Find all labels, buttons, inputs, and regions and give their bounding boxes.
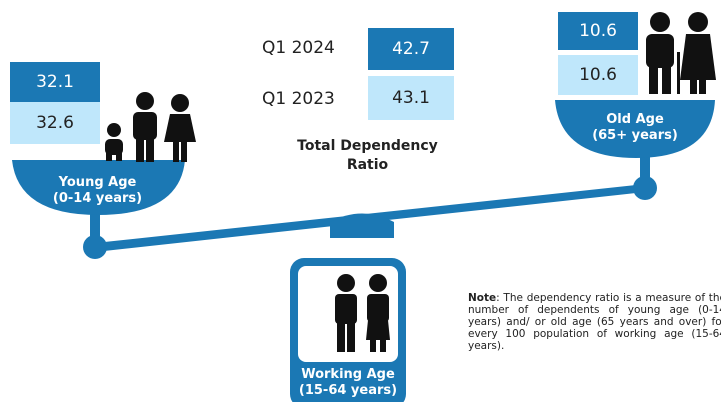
icon-shape [347,322,355,352]
icon-shape [370,338,376,352]
icon-shape [366,320,390,340]
row-label: Q1 2024 [262,38,335,58]
old-value: 10.6 [558,12,638,50]
young-bowl [12,160,185,215]
caption-line: Ratio [346,157,389,173]
working-label: Working Age (15-64 years) [290,367,406,399]
icon-shape [662,66,671,94]
icon-shape [335,294,357,324]
young-value: 32.1 [10,62,100,102]
caption-line: Total Dependency [297,138,438,154]
icon-shape [677,52,680,94]
label: Old Age [606,112,664,127]
icon-shape [649,66,658,94]
row-label: Q1 2023 [262,89,335,109]
icon-shape [367,294,389,322]
row-value: 43.1 [368,76,454,120]
icon-shape [650,12,670,32]
icon-shape [133,112,157,140]
label: Working Age [301,367,395,382]
icon-shape [181,140,187,162]
old-value: 10.6 [558,55,638,95]
label: (0-14 years) [52,191,143,206]
icon-shape [380,338,386,352]
icon-shape [116,153,122,161]
label: Young Age [58,175,137,190]
icon-shape [337,274,355,292]
label: (15-64 years) [298,383,398,398]
icon-shape [369,274,387,292]
row-value: 42.7 [368,28,454,70]
icon-shape [107,123,121,137]
icon-shape [173,140,179,162]
icon-shape [690,78,697,94]
old-bowl [555,100,715,158]
beam-end [83,235,107,259]
icon-shape [646,34,674,68]
note: Note: The dependency ratio is a measure … [468,292,721,352]
icons [105,12,716,352]
label: (65+ years) [592,128,678,143]
icon-shape [680,34,716,80]
total-caption: Total Dependency Ratio [280,137,455,175]
young-value: 32.6 [10,102,100,144]
stem [640,148,650,188]
note-label: Note [468,292,497,304]
stem [90,205,100,245]
icon-shape [688,12,708,32]
icon-shape [136,92,154,110]
icon-shape [337,322,345,352]
young-label: Young Age (0-14 years) [20,175,175,207]
old-label: Old Age (65+ years) [560,112,710,144]
fulcrum [330,213,394,238]
icon-shape [171,94,189,112]
icon-shape [146,138,154,162]
icon-shape [164,114,196,142]
icon-shape [699,78,706,94]
note-text: : The dependency ratio is a measure of t… [468,292,721,352]
icon-shape [105,139,123,155]
icon-shape [136,138,144,162]
icon-shape [106,153,112,161]
